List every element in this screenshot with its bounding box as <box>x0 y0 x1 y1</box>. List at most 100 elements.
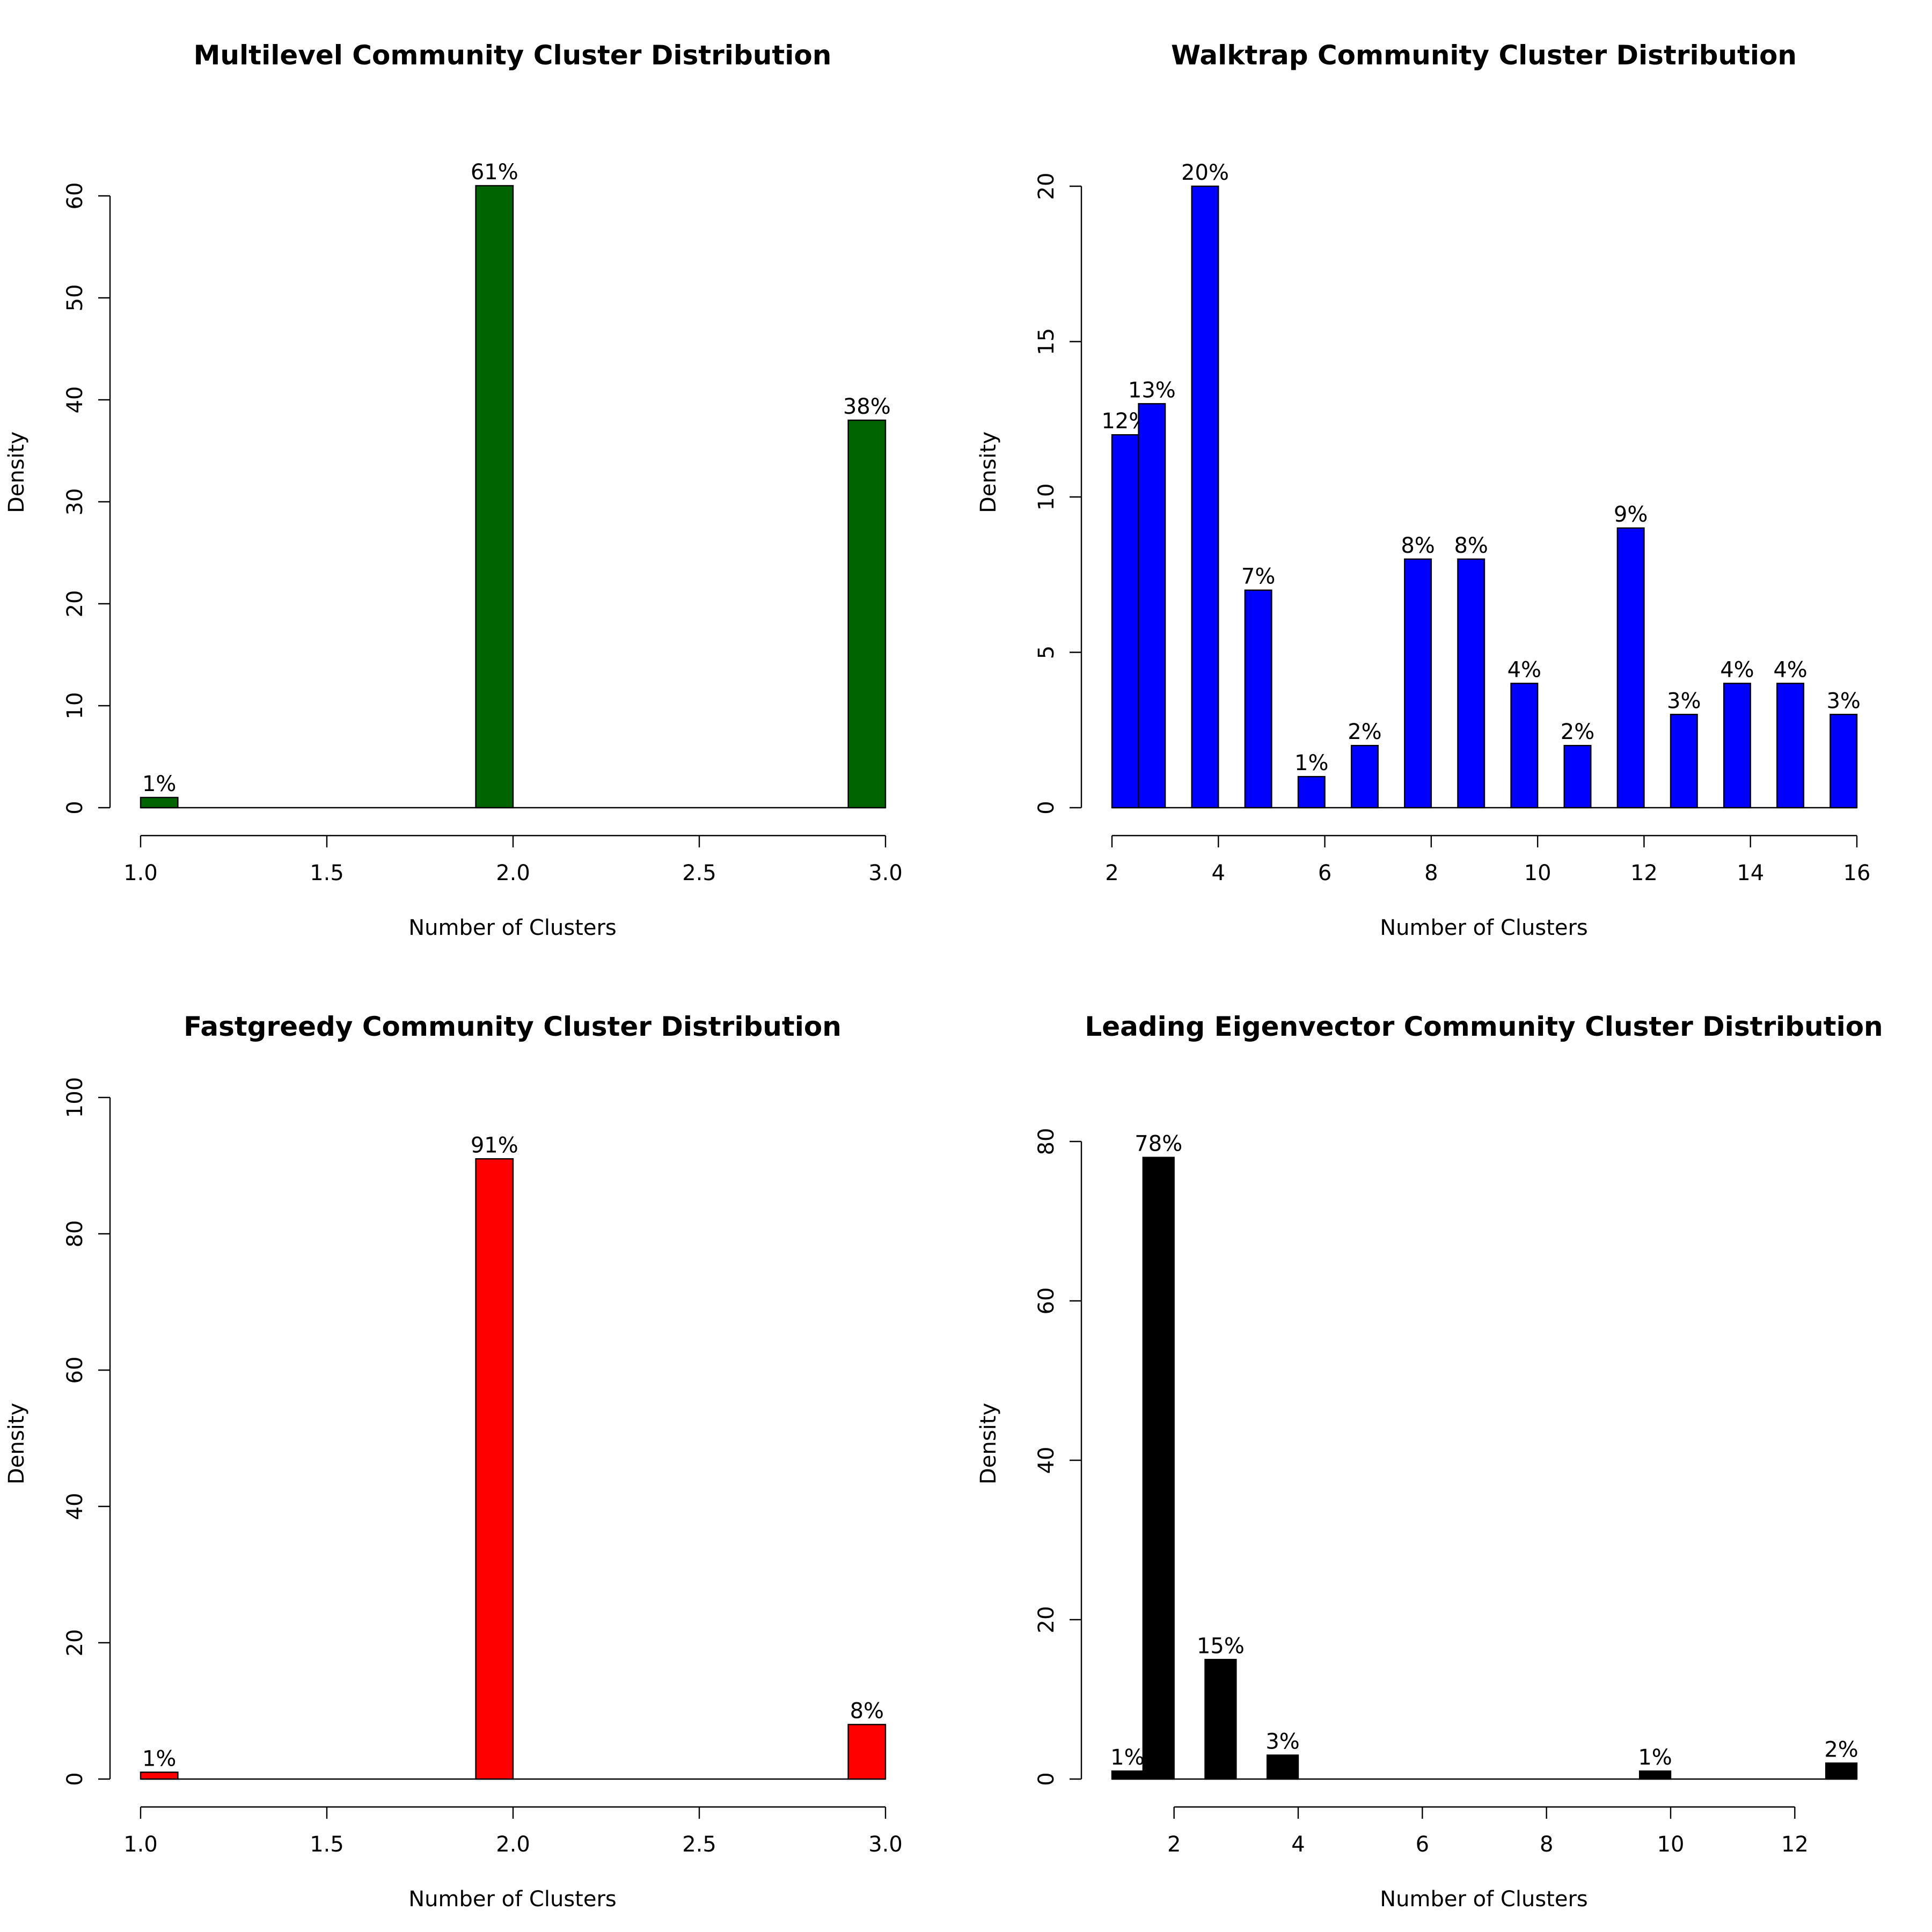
x-tick-label: 6 <box>1416 1832 1429 1857</box>
x-tick-label: 12 <box>1781 1832 1809 1857</box>
x-tick-label: 3.0 <box>868 1832 903 1857</box>
bar-data-label: 78% <box>1135 1132 1182 1157</box>
bar-data-label: 1% <box>142 772 176 796</box>
y-tick-label: 40 <box>63 386 87 414</box>
bar-data-label: 2% <box>1348 720 1381 744</box>
bar <box>1138 403 1166 809</box>
bar <box>1111 1770 1144 1780</box>
bar-data-label: 8% <box>1454 533 1488 558</box>
x-tick-label: 1.5 <box>310 1832 344 1857</box>
x-tick-label: 2 <box>1167 1832 1181 1857</box>
chart-title: Leading Eigenvector Community Cluster Di… <box>1085 1011 1883 1042</box>
bar-data-label: 7% <box>1241 565 1275 589</box>
bar <box>1191 185 1219 809</box>
x-tick-label: 12 <box>1630 861 1658 885</box>
x-tick-label: 10 <box>1524 861 1552 885</box>
bar-data-label: 2% <box>1824 1737 1858 1762</box>
bar-data-label: 1% <box>1638 1745 1672 1770</box>
y-tick-label: 5 <box>1034 646 1059 659</box>
leading-eigenvector-panel: Leading Eigenvector Community Cluster Di… <box>976 1011 1883 1912</box>
bar-data-label: 38% <box>843 394 891 419</box>
y-tick-label: 80 <box>1034 1128 1059 1155</box>
x-tick-label: 6 <box>1318 861 1331 885</box>
x-tick-label: 14 <box>1737 861 1764 885</box>
bar <box>1457 558 1485 809</box>
y-axis-label: Density <box>976 431 1001 513</box>
x-axis-label: Number of Clusters <box>408 916 616 940</box>
y-tick-label: 80 <box>63 1220 87 1248</box>
x-axis-label: Number of Clusters <box>408 1887 616 1912</box>
bar-data-label: 1% <box>1110 1745 1144 1770</box>
bar <box>847 419 887 809</box>
y-tick-label: 10 <box>1034 484 1059 511</box>
bar <box>475 1158 514 1780</box>
y-tick-label: 30 <box>63 488 87 516</box>
x-tick-label: 2.0 <box>496 1832 530 1857</box>
bar <box>1204 1659 1237 1780</box>
chart-title: Walktrap Community Cluster Distribution <box>1171 40 1797 71</box>
y-tick-label: 20 <box>63 1629 87 1657</box>
bar <box>1266 1754 1299 1780</box>
bar <box>1723 683 1751 809</box>
bar <box>1510 683 1539 809</box>
y-tick-label: 15 <box>1034 328 1059 355</box>
x-tick-label: 16 <box>1843 861 1871 885</box>
bar-data-label: 15% <box>1197 1634 1245 1658</box>
x-tick-label: 3.0 <box>868 861 903 885</box>
bar <box>1111 434 1139 809</box>
bar <box>1638 1770 1672 1780</box>
bar-data-label: 8% <box>1401 533 1435 558</box>
bar-data-label: 2% <box>1561 720 1594 744</box>
bar-data-label: 1% <box>1294 751 1328 775</box>
bar-data-label: 61% <box>471 160 518 185</box>
bar <box>1776 683 1805 809</box>
x-tick-label: 2.5 <box>682 861 716 885</box>
x-tick-label: 8 <box>1424 861 1438 885</box>
chart-title: Multilevel Community Cluster Distributio… <box>194 40 832 71</box>
bar-data-label: 9% <box>1614 502 1648 527</box>
y-axis-label: Density <box>4 1403 29 1484</box>
bar <box>475 185 514 809</box>
y-tick-label: 20 <box>1034 1606 1059 1634</box>
bar-data-label: 20% <box>1181 160 1229 185</box>
y-tick-label: 60 <box>63 182 87 210</box>
y-axis-label: Density <box>976 1403 1001 1484</box>
bar-data-label: 4% <box>1773 657 1807 682</box>
y-tick-label: 40 <box>1034 1447 1059 1474</box>
x-axis-label: Number of Clusters <box>1380 916 1587 940</box>
bar <box>1616 527 1645 809</box>
bar-data-label: 3% <box>1826 689 1860 713</box>
bar <box>1404 558 1432 809</box>
bar-data-label: 91% <box>471 1133 518 1158</box>
y-tick-label: 0 <box>63 801 87 814</box>
bar-data-label: 4% <box>1720 657 1754 682</box>
y-tick-label: 20 <box>1034 173 1059 200</box>
y-tick-label: 100 <box>63 1077 87 1118</box>
x-tick-label: 2.5 <box>682 1832 716 1857</box>
y-tick-label: 10 <box>63 692 87 720</box>
x-tick-label: 2.0 <box>496 861 530 885</box>
bar <box>140 1772 179 1780</box>
y-tick-label: 0 <box>1034 801 1059 814</box>
y-tick-label: 50 <box>63 284 87 312</box>
bar-data-label: 4% <box>1507 657 1541 682</box>
bar <box>1350 744 1379 809</box>
bar-data-label: 1% <box>142 1746 176 1771</box>
bar <box>1563 744 1592 809</box>
x-tick-label: 4 <box>1291 1832 1305 1857</box>
y-tick-label: 0 <box>1034 1772 1059 1785</box>
x-tick-label: 1.0 <box>123 861 158 885</box>
y-tick-label: 60 <box>1034 1287 1059 1315</box>
bar <box>1829 714 1858 809</box>
fastgreedy-panel: Fastgreedy Community Cluster Distributio… <box>4 1011 903 1912</box>
chart-title: Fastgreedy Community Cluster Distributio… <box>184 1011 841 1042</box>
bar <box>847 1724 887 1780</box>
y-tick-label: 20 <box>63 590 87 618</box>
y-tick-label: 60 <box>63 1357 87 1384</box>
x-tick-label: 1.0 <box>123 1832 158 1857</box>
bar <box>1825 1762 1858 1780</box>
x-tick-label: 4 <box>1212 861 1225 885</box>
bar <box>140 796 179 809</box>
